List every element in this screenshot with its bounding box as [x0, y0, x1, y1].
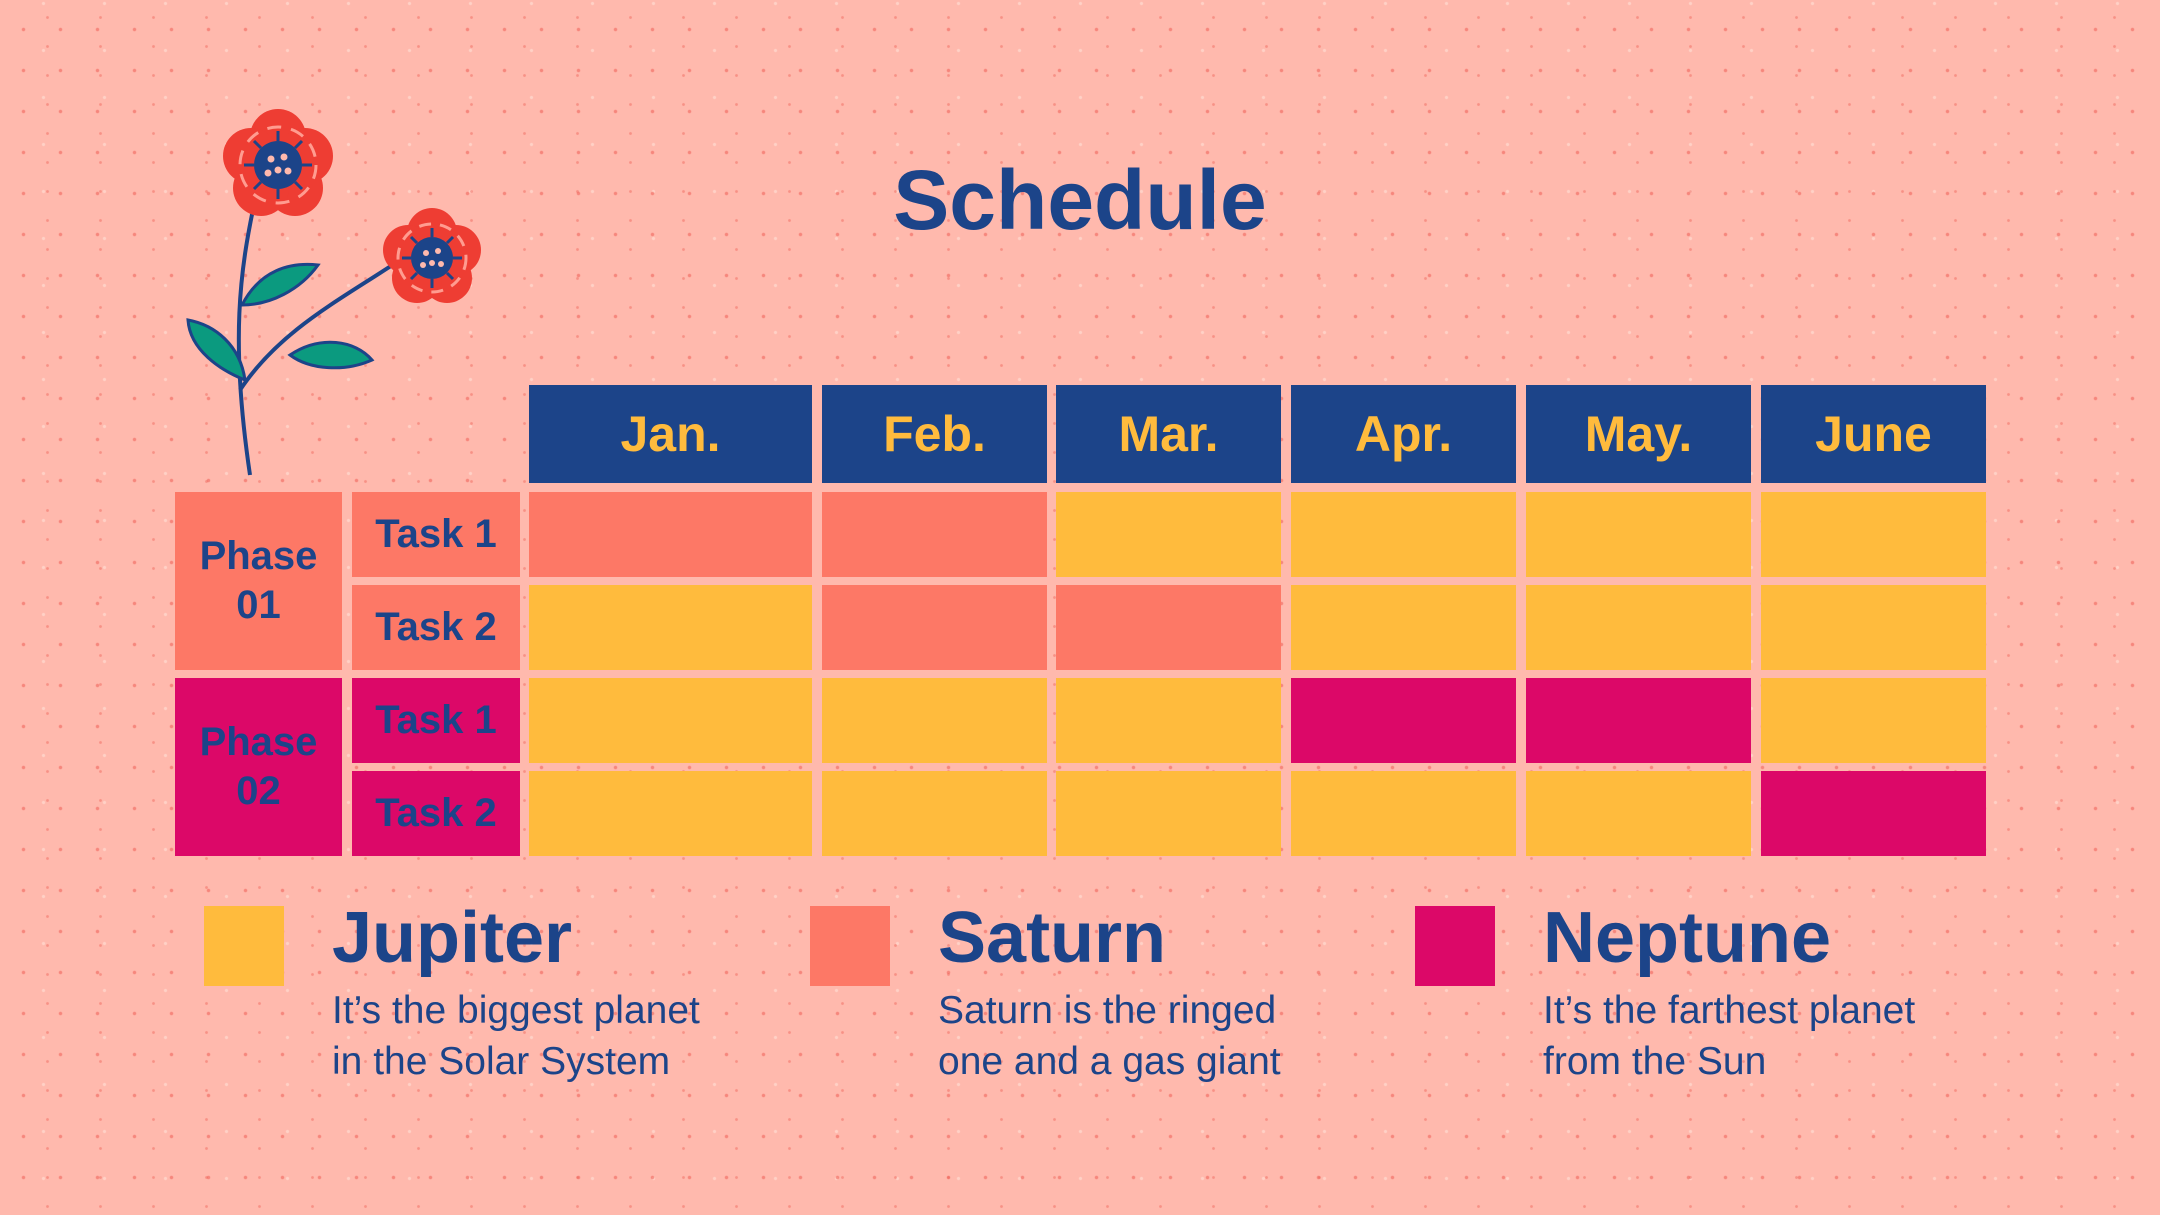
phase-label-2: Phase 02 [175, 678, 342, 856]
phase-label-1: Phase 01 [175, 492, 342, 670]
legend-description-line: It’s the farthest planet [1543, 989, 1916, 1032]
month-header-6: June [1761, 385, 1986, 483]
schedule-cell-jupiter [1761, 585, 1986, 670]
schedule-cell-jupiter [1526, 585, 1751, 670]
legend-title-neptune: Neptune [1543, 898, 1831, 978]
schedule-cell-jupiter [1291, 771, 1516, 856]
schedule-cell-jupiter [822, 678, 1047, 763]
schedule-cell-saturn [822, 585, 1047, 670]
phase-label-number: 01 [236, 583, 281, 627]
legend-title-jupiter: Jupiter [332, 898, 573, 978]
schedule-cell-jupiter [529, 585, 812, 670]
phase-label-word: Phase [199, 720, 318, 765]
task-label-phase1-2: Task 2 [352, 585, 520, 670]
legend-description-line: from the Sun [1543, 1040, 1767, 1083]
schedule-cell-saturn [822, 492, 1047, 577]
schedule-cell-neptune [1291, 678, 1516, 763]
schedule-cell-jupiter [1056, 678, 1281, 763]
schedule-cell-neptune [1526, 678, 1751, 763]
month-header-2: Feb. [822, 385, 1047, 483]
schedule-cell-jupiter [529, 771, 812, 856]
slide-title: Schedule [893, 153, 1267, 247]
schedule-cell-jupiter [1056, 771, 1281, 856]
schedule-cell-jupiter [1291, 492, 1516, 577]
legend-description-line: one and a gas giant [938, 1040, 1281, 1083]
flower-icon [186, 109, 481, 476]
schedule-cell-jupiter [529, 678, 812, 763]
legend-description-line: It’s the biggest planet [332, 989, 700, 1032]
task-label-phase1-1: Task 1 [352, 492, 520, 577]
schedule-cell-neptune [1761, 771, 1986, 856]
legend-description-line: in the Solar System [332, 1040, 671, 1083]
legend-description-neptune: It’s the farthest planet from the Sun [1543, 985, 2003, 1087]
task-label-phase2-2: Task 2 [352, 771, 520, 856]
legend-description-jupiter: It’s the biggest planet in the Solar Syst… [332, 985, 792, 1087]
legend-description-line: Saturn is the ringed [938, 989, 1277, 1032]
phase-label-word: Phase [199, 534, 318, 579]
legend-description-saturn: Saturn is the ringed one and a gas giant [938, 985, 1398, 1087]
schedule-cell-saturn [1056, 585, 1281, 670]
schedule-cell-jupiter [1291, 585, 1516, 670]
schedule-cell-saturn [529, 492, 812, 577]
legend-swatch-neptune [1415, 906, 1495, 986]
schedule-cell-jupiter [1056, 492, 1281, 577]
legend-title-saturn: Saturn [938, 898, 1167, 978]
schedule-cell-jupiter [1761, 678, 1986, 763]
schedule-cell-jupiter [1761, 492, 1986, 577]
phase-label-number: 02 [236, 769, 281, 813]
month-header-5: May. [1526, 385, 1751, 483]
schedule-cell-jupiter [1526, 771, 1751, 856]
schedule-cell-jupiter [822, 771, 1047, 856]
month-header-3: Mar. [1056, 385, 1281, 483]
legend-swatch-jupiter [204, 906, 284, 986]
schedule-cell-jupiter [1526, 492, 1751, 577]
legend-swatch-saturn [810, 906, 890, 986]
task-label-phase2-1: Task 1 [352, 678, 520, 763]
month-header-1: Jan. [529, 385, 812, 483]
month-header-4: Apr. [1291, 385, 1516, 483]
